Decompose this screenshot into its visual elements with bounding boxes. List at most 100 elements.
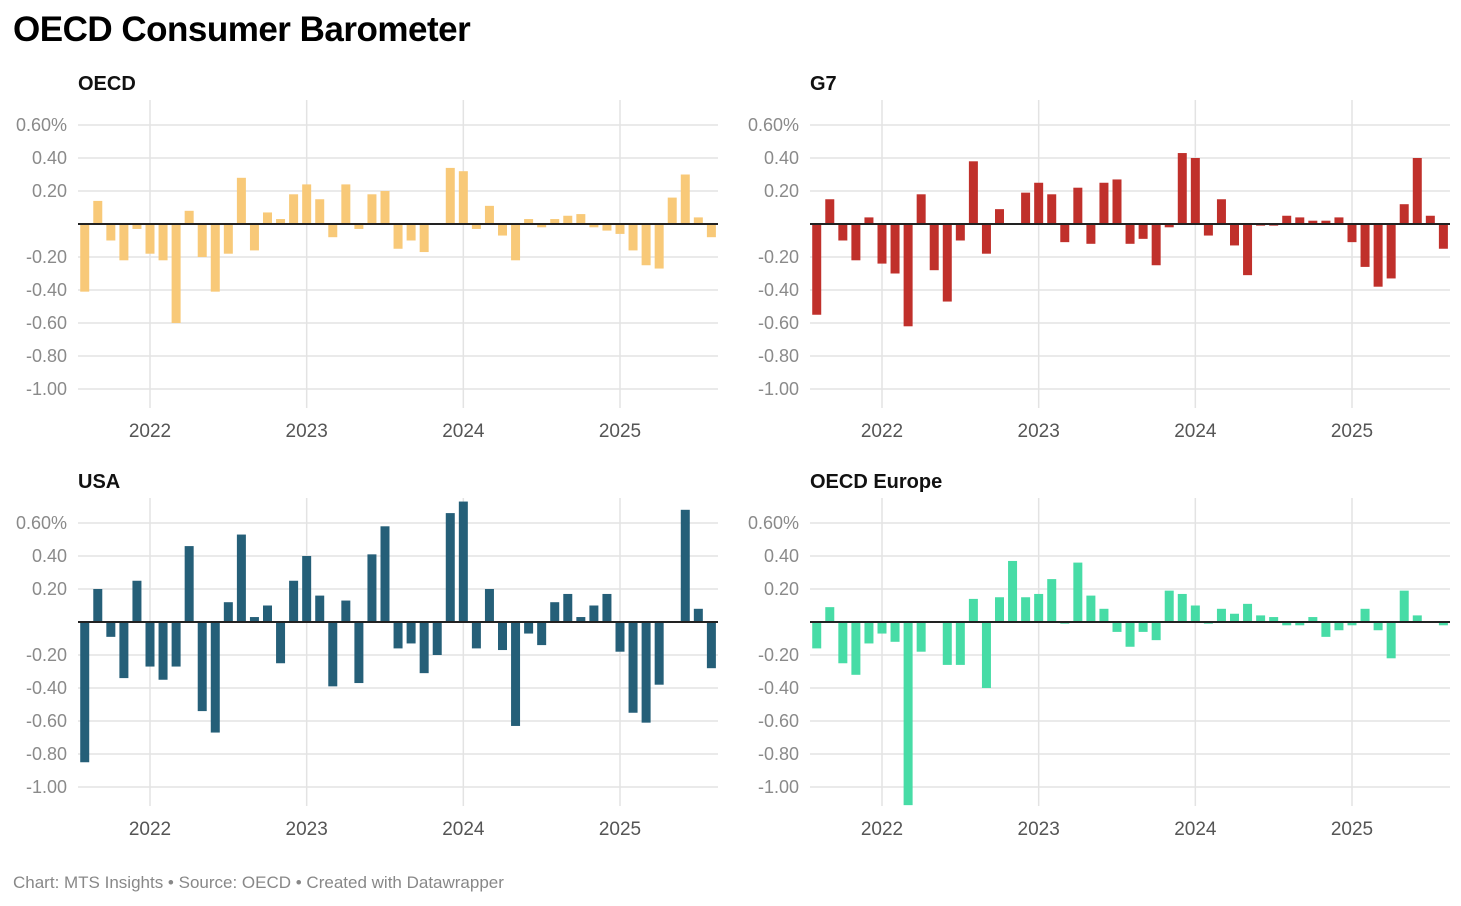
bar xyxy=(328,622,338,687)
bar xyxy=(1308,617,1318,622)
y-tick-label: -1.00 xyxy=(26,379,67,399)
bar xyxy=(1399,204,1409,224)
y-tick-label: -0.60 xyxy=(26,313,67,333)
bar xyxy=(1021,192,1031,224)
bar xyxy=(615,224,625,234)
bar xyxy=(132,580,142,622)
bar xyxy=(524,622,534,634)
bar xyxy=(354,622,364,684)
bar xyxy=(93,200,103,224)
bar xyxy=(1282,622,1292,626)
y-tick-label: -0.20 xyxy=(758,247,799,267)
bar xyxy=(406,224,416,241)
panel-title: USA xyxy=(78,471,120,493)
bar xyxy=(119,224,129,261)
bar xyxy=(851,622,861,675)
bar xyxy=(1308,220,1318,224)
y-tick-label: -0.40 xyxy=(26,280,67,300)
bar xyxy=(315,595,325,622)
bar xyxy=(1347,224,1357,243)
bar xyxy=(563,215,573,224)
x-tick-label: 2023 xyxy=(1018,819,1060,840)
bar xyxy=(458,171,468,224)
bar xyxy=(812,224,822,315)
bar xyxy=(1412,158,1422,224)
bar xyxy=(1230,613,1239,622)
bar xyxy=(145,622,155,667)
y-tick-label: -0.20 xyxy=(26,645,67,665)
x-tick-label: 2024 xyxy=(442,421,485,442)
bar xyxy=(1164,590,1174,622)
y-tick-label: -1.00 xyxy=(26,777,67,797)
bar xyxy=(1373,224,1383,287)
bar xyxy=(419,224,429,253)
bar xyxy=(838,224,848,241)
y-tick-label: 0.60% xyxy=(16,115,67,135)
y-tick-label: -0.20 xyxy=(26,247,67,267)
y-tick-label: -0.20 xyxy=(758,645,799,665)
panel-title: OECD Europe xyxy=(810,471,942,493)
bar xyxy=(393,224,403,249)
bar xyxy=(537,622,547,646)
y-tick-label: -0.80 xyxy=(758,744,799,764)
bar xyxy=(432,622,442,655)
bar xyxy=(563,593,573,622)
bar xyxy=(1125,224,1135,244)
bar xyxy=(995,209,1004,224)
x-tick-label: 2023 xyxy=(286,421,328,442)
bar xyxy=(903,622,913,806)
bar xyxy=(132,224,142,229)
bar xyxy=(680,174,690,224)
bar xyxy=(968,161,978,224)
panel-title: OECD xyxy=(78,73,136,95)
bar xyxy=(1138,224,1148,239)
bar xyxy=(955,622,965,665)
bar xyxy=(106,622,116,637)
bar xyxy=(1034,593,1044,622)
bar xyxy=(864,217,874,224)
y-tick-label: -0.60 xyxy=(758,313,799,333)
bar xyxy=(1151,622,1161,641)
bar xyxy=(171,622,181,667)
bar xyxy=(1047,579,1057,622)
bar xyxy=(890,224,900,274)
bar xyxy=(197,622,207,712)
bar xyxy=(1021,597,1031,622)
bar xyxy=(1060,224,1070,243)
bar xyxy=(315,199,325,224)
bar xyxy=(1230,224,1239,246)
bar xyxy=(1321,220,1331,224)
bar xyxy=(706,224,716,238)
panel-usa: USA 0.60% 0.40 0.20 -0.20 -0.40 -0.60 -0.80 -1.0… xyxy=(16,471,718,840)
bar xyxy=(1177,153,1187,224)
bar xyxy=(223,602,233,622)
bar xyxy=(511,224,521,261)
bar xyxy=(1373,622,1383,631)
bar xyxy=(263,212,272,224)
bar xyxy=(80,224,90,292)
bar xyxy=(1386,224,1396,279)
bar xyxy=(1190,605,1200,622)
bar xyxy=(1034,182,1044,224)
bar xyxy=(916,622,926,652)
bar xyxy=(210,224,220,292)
bar xyxy=(1073,562,1083,622)
bar xyxy=(1073,187,1083,224)
x-tick-label: 2023 xyxy=(286,819,328,840)
bar xyxy=(942,622,952,665)
bar xyxy=(80,622,90,763)
bar xyxy=(589,605,599,622)
y-tick-label: -0.80 xyxy=(758,346,799,366)
bar xyxy=(184,210,194,224)
bar xyxy=(1164,224,1174,228)
bar xyxy=(929,224,939,271)
bar xyxy=(641,622,651,723)
bar xyxy=(1425,215,1435,224)
bar xyxy=(602,224,612,231)
bar xyxy=(471,224,481,229)
bar xyxy=(1295,217,1305,224)
bar xyxy=(693,608,703,622)
bar xyxy=(602,593,612,622)
bar xyxy=(1112,622,1122,632)
y-tick-label: 0.20 xyxy=(764,181,799,201)
